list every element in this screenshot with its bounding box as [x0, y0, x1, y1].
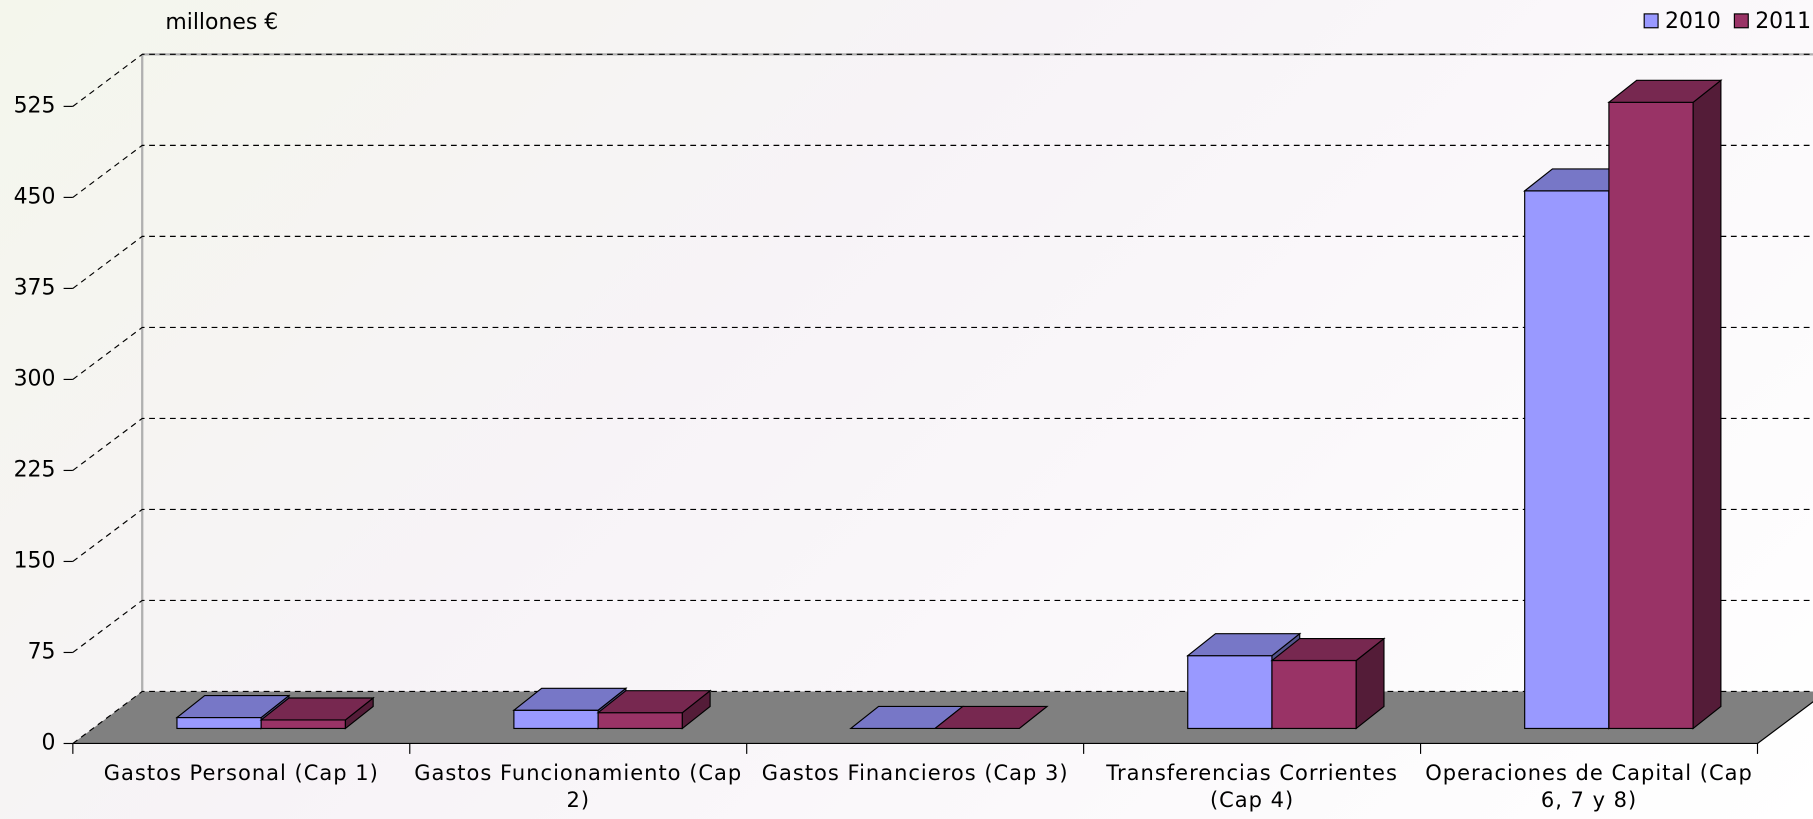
bar-top: [933, 705, 1049, 730]
bar-top: [1607, 79, 1723, 103]
y-tick-label: 300: [14, 366, 56, 391]
y-tick-label: 225: [14, 457, 56, 482]
grid-line: [72, 235, 1813, 289]
x-tick-label: Transferencias Corrientes (Cap 4): [1106, 760, 1398, 812]
legend-label: 2011: [1755, 9, 1811, 34]
grid-line: [72, 53, 1813, 107]
y-tick-label: 150: [14, 548, 56, 573]
legend-swatch: [1643, 13, 1659, 29]
bar-top: [1270, 637, 1386, 662]
x-tick-label: Gastos Personal (Cap 1): [103, 760, 379, 785]
bar-top: [596, 690, 712, 714]
y-tick-label: 0: [42, 730, 56, 755]
y-tick-label: 75: [28, 639, 56, 664]
x-axis-depth: [1757, 701, 1813, 744]
grid-line: [72, 326, 1813, 380]
grid-line: [72, 599, 1813, 653]
bar-front: [513, 709, 599, 730]
grid-line: [72, 417, 1813, 471]
bar-side: [1692, 79, 1722, 730]
bar-top: [1186, 633, 1302, 657]
bar-top: [512, 687, 628, 711]
bar-front: [1271, 659, 1357, 730]
bar-top: [175, 694, 291, 719]
bar-front: [1524, 190, 1610, 730]
bar-front: [597, 712, 683, 730]
bar-front: [1608, 101, 1694, 730]
bar-front: [1187, 655, 1273, 730]
bar-front: [260, 719, 346, 730]
grid-line: [72, 144, 1813, 198]
grid-line: [72, 508, 1813, 562]
x-tick-label: Gastos Financieros (Cap 3): [761, 760, 1069, 785]
bar-top: [259, 697, 375, 721]
legend-swatch: [1733, 13, 1749, 29]
legend-label: 2010: [1665, 9, 1721, 34]
y-tick-label: 525: [14, 93, 56, 118]
x-tick-label: Gastos Funcionamiento (Cap 2): [414, 760, 743, 812]
y-axis-label: millones €: [165, 10, 278, 35]
y-tick-label: 375: [14, 275, 56, 300]
x-tick-label: Operaciones de Capital (Cap 6, 7 y 8): [1425, 760, 1753, 812]
bar-front: [176, 716, 262, 730]
y-tick-label: 450: [14, 184, 56, 209]
